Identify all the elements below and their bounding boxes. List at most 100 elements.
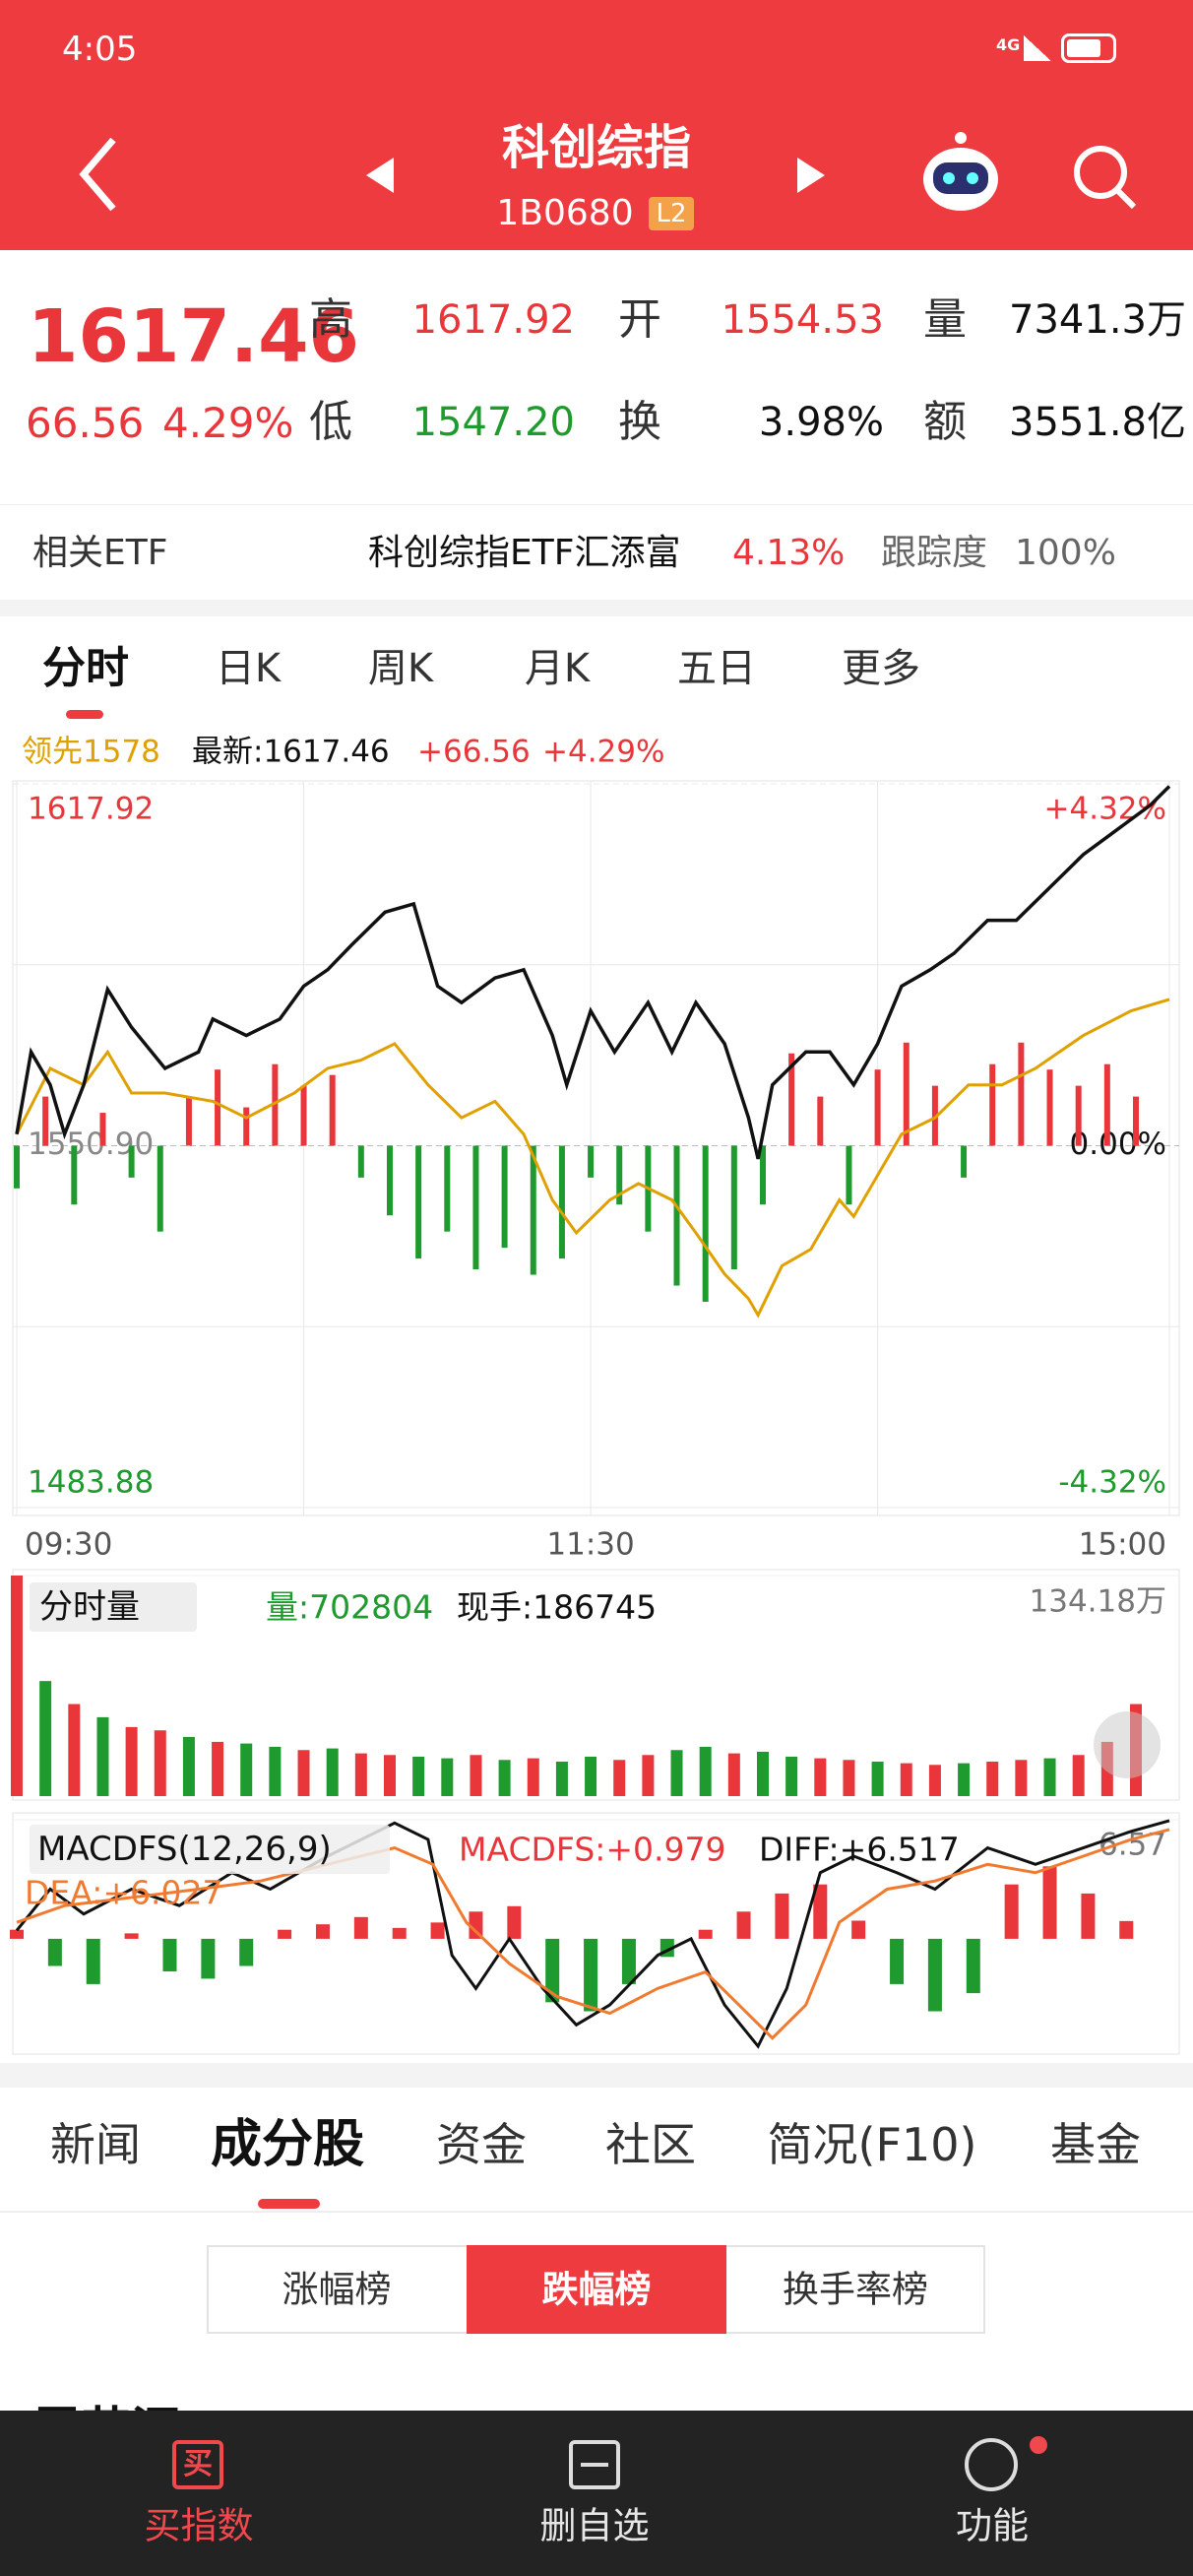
content-tab[interactable]: 资金 — [436, 2118, 527, 2171]
breadth-bar — [243, 1107, 250, 1146]
chart-tab[interactable]: 日K — [215, 646, 282, 691]
macd-bar — [162, 1938, 177, 1972]
volume-bar — [871, 1761, 884, 1796]
robot-button[interactable] — [923, 132, 998, 211]
chart-tab[interactable]: 分时 — [42, 643, 129, 693]
breadth-bar — [386, 1145, 393, 1216]
breadth-bar — [588, 1145, 595, 1178]
back-button[interactable] — [79, 137, 116, 212]
menu-icon[interactable] — [965, 2438, 1018, 2491]
prev-button[interactable] — [366, 158, 394, 193]
chart-tab[interactable]: 周K — [367, 646, 434, 691]
volume-bar — [642, 1755, 655, 1796]
macd-bar — [430, 1922, 445, 1939]
chart-info: +66.56 — [417, 734, 531, 770]
x-tick-label: 11:30 — [546, 1526, 635, 1563]
network: 4G — [996, 35, 1021, 54]
etf-name[interactable]: 科创综指ETF汇添富 — [368, 533, 681, 573]
field-value: 1547.20 — [411, 400, 575, 445]
volume-bar — [814, 1758, 827, 1796]
signal — [1024, 35, 1051, 61]
macd-bar — [201, 1938, 216, 1979]
breadth-bar — [903, 1042, 910, 1146]
chart-info: +4.29% — [542, 734, 665, 770]
chart-tab[interactable]: 更多 — [842, 646, 920, 691]
breadth-bar — [185, 1096, 192, 1146]
breadth-bar — [616, 1145, 623, 1205]
volume-bar — [470, 1755, 482, 1796]
breadth-bar — [501, 1145, 508, 1249]
macd-bar — [86, 1938, 100, 1984]
tracking-label: 跟踪度 — [881, 533, 988, 573]
level-badge: L2 — [656, 199, 687, 228]
content-tab[interactable]: 社区 — [605, 2118, 696, 2171]
etf-band — [0, 504, 1193, 505]
y2-tick-label: 0.00% — [1070, 1127, 1166, 1162]
volume-bar — [39, 1681, 52, 1796]
field-value: 1554.53 — [721, 297, 884, 343]
macd-bar — [813, 1884, 828, 1939]
nav-label[interactable]: 功能 — [956, 2504, 1029, 2547]
header-icons — [79, 132, 1137, 212]
volume-bar — [958, 1763, 971, 1796]
macd-bar — [47, 1938, 62, 1966]
macd-bar — [927, 1938, 942, 2012]
breadth-bar — [788, 1053, 795, 1146]
x-tick-label: 15:00 — [1078, 1526, 1166, 1563]
content-tab[interactable]: 基金 — [1050, 2118, 1141, 2171]
breadth-bar — [759, 1145, 766, 1205]
macd-bar — [10, 1929, 24, 1939]
volume-bar — [843, 1760, 855, 1796]
field-label: 量 — [923, 294, 967, 345]
watch-icon[interactable] — [569, 2440, 620, 2489]
breadth-bar — [128, 1145, 135, 1178]
chart-tab[interactable]: 月K — [524, 646, 591, 691]
content-tab[interactable]: 新闻 — [50, 2118, 141, 2171]
volume-bar — [699, 1746, 712, 1796]
macd-indicator[interactable]: MACDFS(12,26,9) — [37, 1830, 332, 1869]
volume-bar — [383, 1755, 396, 1796]
breadth-bar — [300, 1085, 307, 1146]
notice-dot — [1030, 2436, 1047, 2454]
volume-bar — [613, 1760, 626, 1796]
breadth-bar — [415, 1145, 422, 1259]
volume-bar — [11, 1576, 23, 1796]
content-tab-underline — [258, 2199, 320, 2209]
series-line — [16, 1828, 1170, 2040]
change-pct: 4.29% — [162, 399, 294, 447]
nav-icon-text: 买 — [183, 2447, 213, 2481]
y2-tick-label: -4.32% — [1058, 1465, 1166, 1501]
divider — [0, 2211, 1193, 2213]
chart-info: 最新:1617.46 — [192, 734, 390, 770]
volume-bar — [785, 1756, 798, 1796]
content-tab[interactable]: 简况(F10) — [767, 2118, 977, 2171]
volume-bar — [412, 1756, 425, 1796]
nav-label[interactable]: 买指数 — [144, 2504, 254, 2547]
macd-header-bg — [30, 1825, 390, 1874]
field-label: 高 — [309, 294, 352, 345]
nav-label[interactable]: 删自选 — [539, 2504, 650, 2547]
next-button[interactable] — [797, 158, 825, 193]
volume-bar — [96, 1716, 109, 1796]
rank-tab[interactable]: 跌幅榜 — [541, 2268, 652, 2311]
buy-icon[interactable] — [172, 2440, 223, 2489]
content-tab[interactable]: 成分股 — [210, 2115, 365, 2174]
breadth-bar — [989, 1063, 996, 1146]
breadth-bar — [1103, 1063, 1110, 1146]
breadth-bar — [1018, 1042, 1025, 1146]
search-button[interactable] — [1074, 146, 1137, 210]
expand-button[interactable] — [1094, 1711, 1161, 1778]
rank-tab[interactable]: 换手率榜 — [783, 2268, 928, 2311]
rank-tab[interactable]: 涨幅榜 — [282, 2268, 392, 2311]
volume-header-bg — [30, 1582, 197, 1632]
macd-label: DIFF:+6.517 — [759, 1830, 960, 1869]
y-tick-label: 1483.88 — [28, 1465, 154, 1501]
volume-indicator[interactable]: 分时量 — [39, 1587, 140, 1627]
series-line — [15, 998, 1170, 1319]
breadth-bar — [817, 1096, 824, 1146]
breadth-bar — [272, 1063, 279, 1146]
volume-bar — [354, 1753, 367, 1796]
macd-bar — [1004, 1884, 1019, 1939]
chart-tab[interactable]: 五日 — [677, 646, 756, 691]
